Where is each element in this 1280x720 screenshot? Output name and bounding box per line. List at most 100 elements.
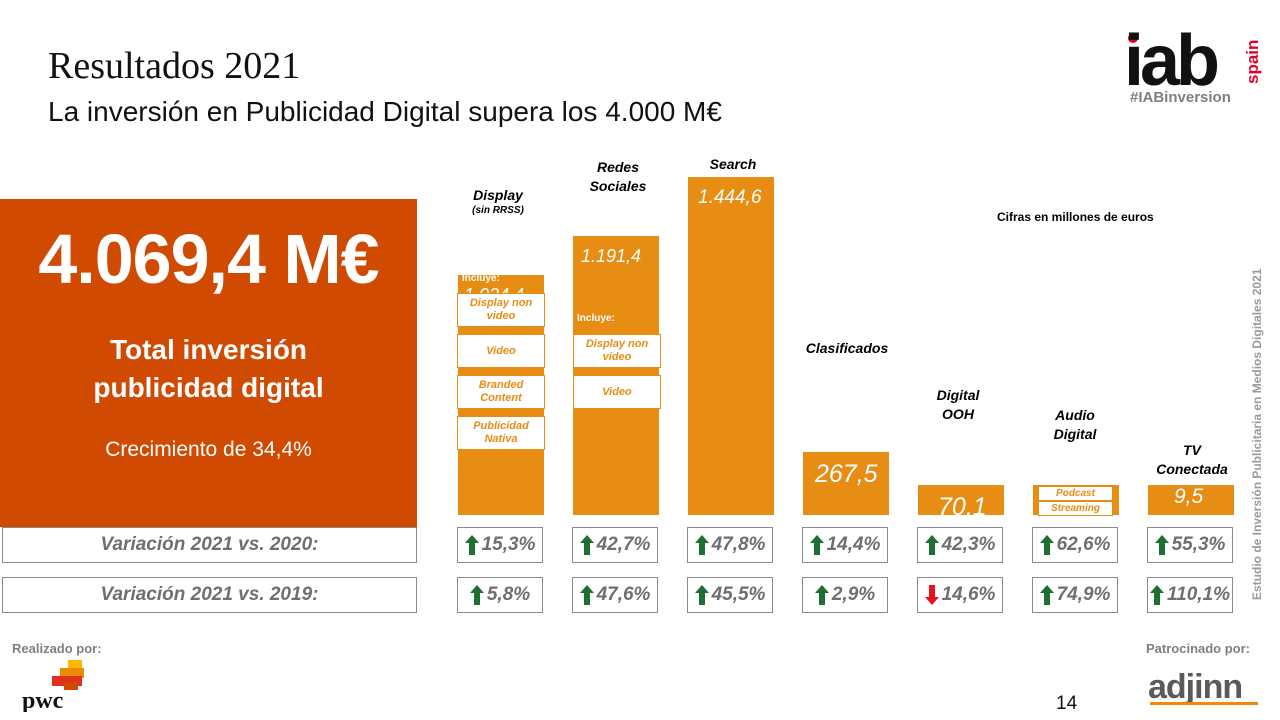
total-value: 4.069,4 M€ [38, 220, 379, 298]
side-note: Estudio de Inversión Publicitaria en Med… [1250, 268, 1264, 600]
variation-2019-value: 47,6% [596, 584, 651, 605]
arrow-up-icon [924, 535, 942, 555]
variation-2020-ooh: 42,3% [917, 527, 1003, 563]
category-label-audio-line2: Digital [1053, 426, 1097, 442]
arrow-up-icon [1154, 535, 1172, 555]
total-label-line2: publicidad digital [93, 372, 324, 403]
variation-2020-audio: 62,6% [1032, 527, 1118, 563]
category-label-display-sub: (sin RRSS) [472, 205, 524, 216]
display-breakdown-item: Publicidad Nativa [457, 416, 545, 450]
arrow-up-icon [694, 535, 712, 555]
variation-2019-label: Variación 2021 vs. 2019: [2, 577, 417, 613]
variation-2019-value: 14,6% [941, 584, 996, 605]
display-breakdown-item: Video [457, 334, 545, 368]
iab-logo-text: iab [1124, 21, 1218, 101]
total-investment-panel: 4.069,4 M€ Total inversión publicidad di… [0, 199, 417, 527]
total-label-line1: Total inversión [109, 334, 308, 365]
variation-2020-value: 14,4% [826, 534, 881, 555]
arrow-up-icon [809, 535, 827, 555]
category-label-audio-line1: Audio [1055, 407, 1095, 423]
category-label-ooh: Digital OOH [908, 386, 1008, 424]
made-by-label: Realizado por: [12, 641, 102, 656]
category-label-search: Search [709, 156, 757, 172]
display-breakdown-item: Branded Content [457, 375, 545, 409]
variation-2019-social: 47,6% [572, 577, 658, 613]
social-breakdown-item: Video [573, 375, 661, 409]
arrow-up-icon [469, 585, 487, 605]
variation-2020-value: 62,6% [1056, 534, 1111, 555]
variation-2020-label: Variación 2021 vs. 2020: [2, 527, 417, 563]
arrow-up-icon [1149, 585, 1167, 605]
audio-breakdown-item: Podcast [1038, 486, 1113, 501]
category-label-ctv-line2: Conectada [1156, 461, 1228, 477]
variation-2019-audio: 74,9% [1032, 577, 1118, 613]
bar-ctv [1148, 485, 1234, 515]
variation-2019-value: 110,1% [1166, 584, 1231, 605]
variation-2020-value: 55,3% [1171, 534, 1226, 555]
arrow-up-icon [1039, 535, 1057, 555]
variation-2019-value: 5,8% [486, 584, 531, 605]
variation-2019-search: 45,5% [687, 577, 773, 613]
iab-spain-logo: iab spain [1124, 21, 1262, 101]
total-label: Total inversión publicidad digital [0, 331, 417, 407]
arrow-up-icon [579, 535, 597, 555]
iab-logo-country: spain [1243, 40, 1262, 84]
social-breakdown-item: Display non video [573, 334, 661, 368]
arrow-up-icon [464, 535, 482, 555]
category-label-ctv: TV Conectada [1142, 441, 1242, 479]
category-label-ooh-line2: OOH [942, 406, 974, 422]
bar-value-classifieds: 267,5 [815, 460, 878, 489]
variation-2020-value: 47,8% [711, 534, 766, 555]
display-includes-label: Incluye: [462, 273, 500, 284]
bar-ooh [918, 485, 1004, 515]
category-label-audio: Audio Digital [1025, 406, 1125, 444]
bar-value-ctv: 9,5 [1174, 485, 1204, 508]
variation-2020-value: 42,3% [941, 534, 996, 555]
page-title: Resultados 2021 [48, 45, 301, 87]
variation-2020-value: 42,7% [596, 534, 651, 555]
adjinn-logo: adjinn [1148, 668, 1258, 706]
audio-breakdown-item: Streaming [1038, 501, 1113, 516]
social-includes-label: Incluye: [577, 313, 615, 324]
variation-2019-value: 74,9% [1056, 584, 1111, 605]
bar-search [688, 177, 774, 515]
variation-2020-value: 15,3% [481, 534, 536, 555]
category-label-classifieds: Clasificados [805, 340, 889, 356]
category-label-social-line2: Sociales [589, 178, 647, 194]
variation-2020-display: 15,3% [457, 527, 543, 563]
variation-2019-display: 5,8% [457, 577, 543, 613]
category-label-social-line1: Redes [596, 159, 640, 175]
page-subtitle: La inversión en Publicidad Digital super… [48, 96, 722, 127]
pwc-logo: pwc [22, 660, 84, 712]
variation-2019-ctv: 110,1% [1147, 577, 1233, 613]
category-label-display-main: Display [473, 187, 523, 203]
arrow-up-icon [579, 585, 597, 605]
variation-2020-social: 42,7% [572, 527, 658, 563]
pwc-logo-text: pwc [22, 688, 64, 712]
total-growth: Crecimiento de 34,4% [105, 438, 312, 461]
category-label-ctv-line1: TV [1183, 442, 1201, 458]
adjinn-logo-text: adjinn [1148, 668, 1242, 706]
bar-classifieds [803, 452, 889, 515]
variation-2020-ctv: 55,3% [1147, 527, 1233, 563]
bar-value-ooh: 70,1 [938, 493, 987, 521]
display-breakdown-item: Display non video [457, 293, 545, 327]
bar-value-search: 1.444,6 [698, 187, 762, 208]
variation-2020-search: 47,8% [687, 527, 773, 563]
arrow-down-icon [924, 585, 942, 605]
bar-value-social: 1.191,4 [581, 246, 642, 267]
category-label-social: Redes Sociales [568, 158, 668, 196]
variation-2019-ooh: 14,6% [917, 577, 1003, 613]
category-label-ooh-line1: Digital [936, 387, 980, 403]
variation-2019-value: 45,5% [711, 584, 766, 605]
hashtag: #IABinversion [1130, 89, 1231, 106]
variation-2019-classifieds: 2,9% [802, 577, 888, 613]
arrow-up-icon [1039, 585, 1057, 605]
arrow-up-icon [814, 585, 832, 605]
page-number: 14 [1056, 693, 1078, 714]
variation-2020-classifieds: 14,4% [802, 527, 888, 563]
units-note: Cifras en millones de euros [997, 210, 1154, 224]
category-label-display: Display (sin RRSS) [458, 186, 538, 217]
arrow-up-icon [694, 585, 712, 605]
sponsored-by-label: Patrocinado por: [1146, 641, 1251, 656]
